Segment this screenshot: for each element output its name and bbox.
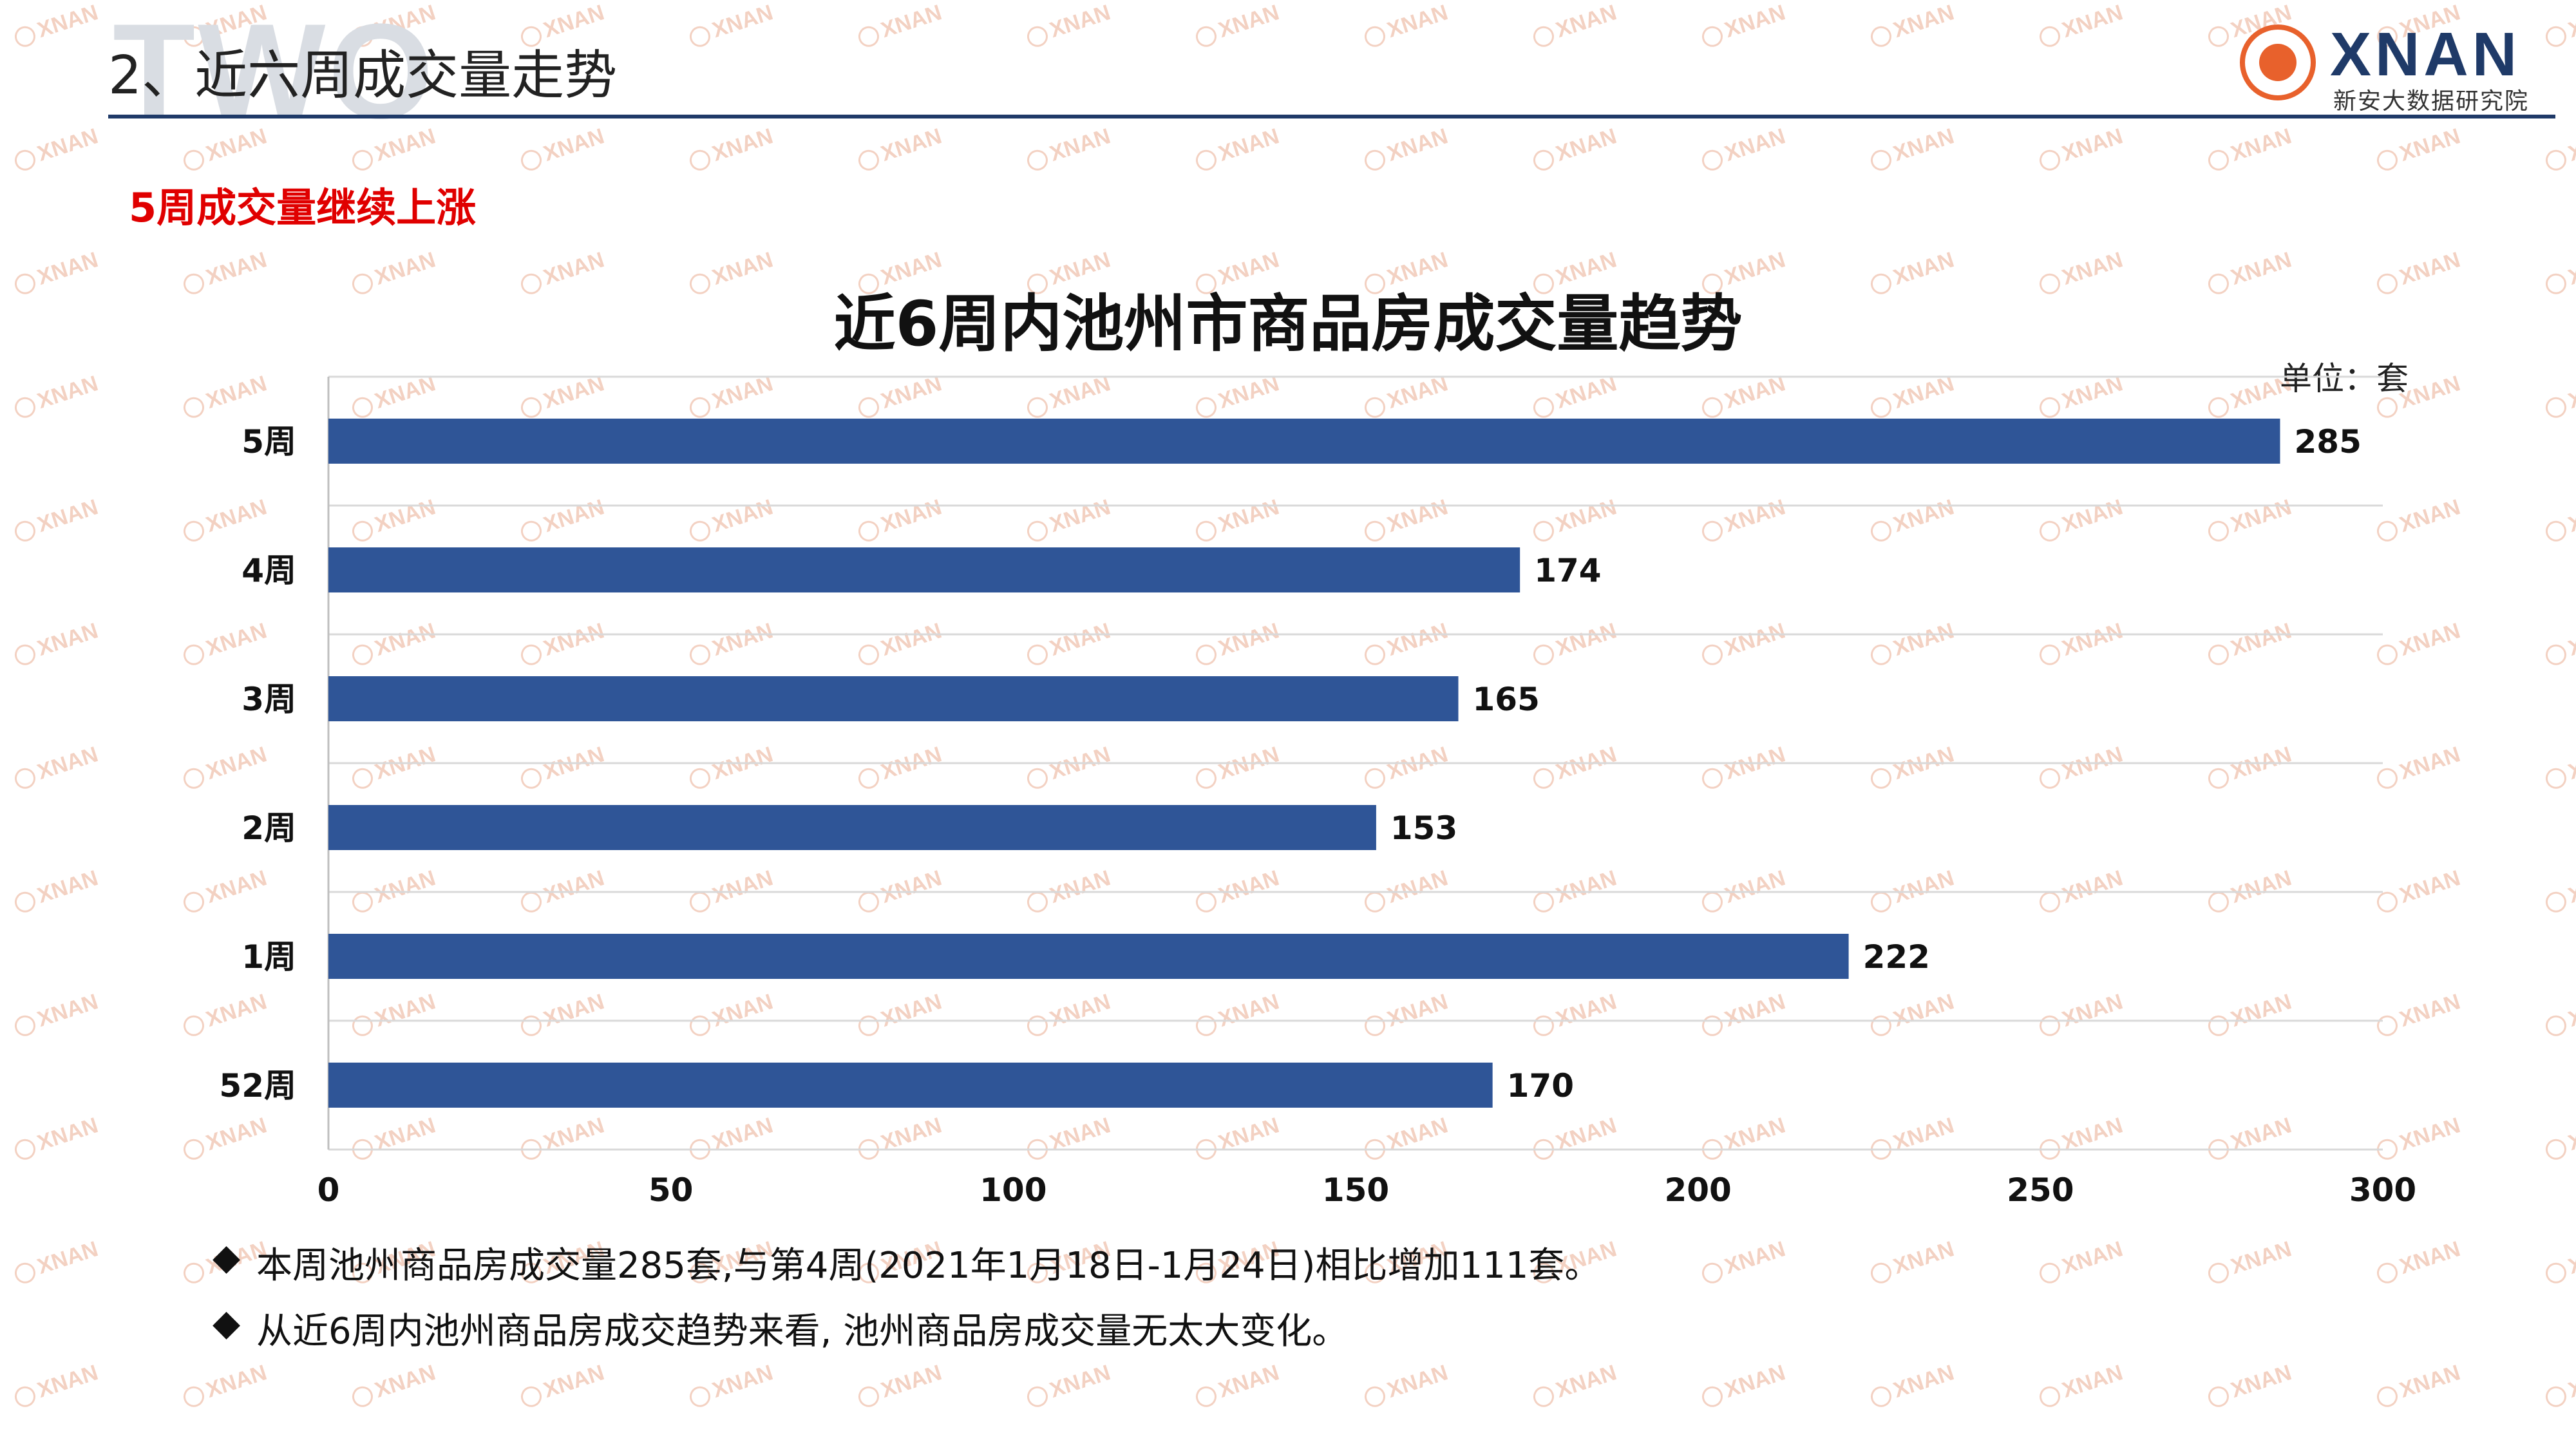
section-subtitle: 5周成交量继续上涨: [129, 184, 477, 231]
bar: [328, 547, 1520, 592]
page-title: 2、近六周成交量走势: [108, 45, 618, 106]
data-label: 170: [1507, 1067, 1574, 1104]
logo: XNAN 新安大数据研究院: [2240, 19, 2555, 115]
category-label: 4周: [242, 552, 296, 589]
data-label: 222: [1863, 938, 1930, 976]
bar: [328, 1063, 1493, 1108]
logo-subtitle: 新安大数据研究院: [2333, 88, 2530, 115]
diamond-icon: ◆: [213, 1302, 241, 1344]
x-tick-label: 200: [1664, 1171, 1731, 1209]
header-background-text: TWO: [113, 0, 436, 147]
category-label: 1周: [242, 938, 296, 976]
category-label: 5周: [242, 423, 296, 460]
x-tick-label: 100: [980, 1171, 1046, 1209]
data-label: 165: [1473, 681, 1540, 718]
x-tick-label: 50: [649, 1171, 694, 1209]
category-label: 52周: [219, 1067, 296, 1104]
bar: [328, 934, 1849, 979]
bar: [328, 676, 1459, 721]
x-tick-label: 0: [317, 1171, 340, 1209]
data-label: 174: [1534, 552, 1601, 589]
category-label: 3周: [242, 681, 296, 718]
x-tick-label: 300: [2349, 1171, 2416, 1209]
chart-title: 近6周内池州市商品房成交量趋势: [833, 288, 1743, 360]
category-label: 2周: [242, 810, 296, 847]
x-tick-label: 250: [2007, 1171, 2074, 1209]
bar: [328, 419, 2280, 464]
logo-text: XNAN: [2330, 20, 2521, 89]
unit-label: 单位：套: [2280, 360, 2409, 397]
logo-mark-icon: [2240, 24, 2316, 100]
data-label: 153: [1390, 810, 1457, 847]
note-text: 本周池州商品房成交量285套,与第4周(2021年1月18日-1月24日)相比增…: [256, 1245, 1601, 1287]
header-divider: [108, 115, 2555, 118]
diamond-icon: ◆: [213, 1236, 241, 1278]
bar: [328, 805, 1376, 850]
note-text: 从近6周内池州商品房成交趋势来看, 池州商品房成交量无太大变化。: [256, 1311, 1349, 1352]
data-label: 285: [2295, 423, 2362, 460]
x-tick-label: 150: [1322, 1171, 1389, 1209]
